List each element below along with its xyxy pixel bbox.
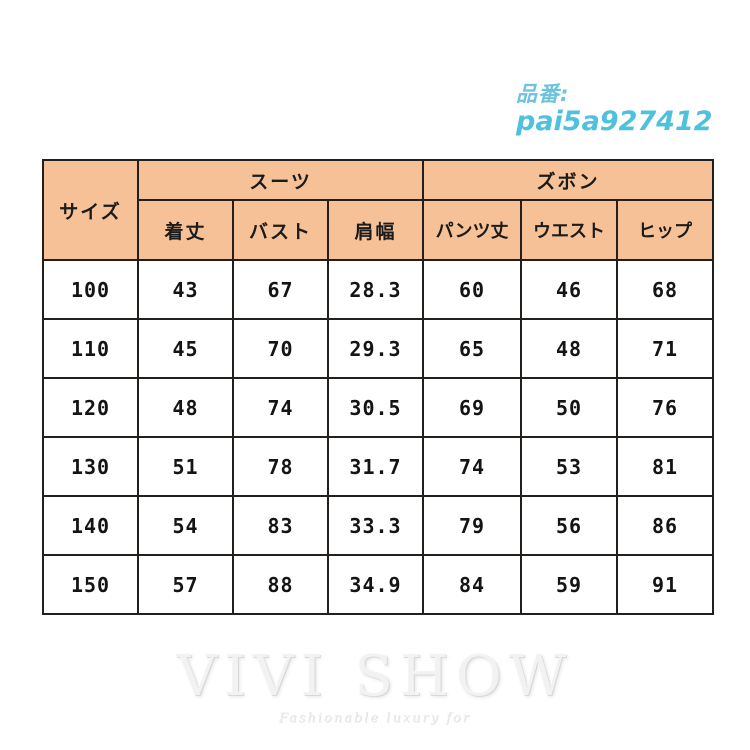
table-header-group-row: サイズ スーツ ズボン (42, 159, 715, 261)
cell-バスト: 83 (232, 495, 329, 556)
table-body: 100 43 67 28.3 60 46 68 110 45 70 29.3 65 48 71 120 48 7… (42, 259, 715, 615)
cell-ウエスト: 56 (520, 495, 619, 556)
cell-パンツ丈: 79 (422, 495, 523, 556)
cell-着丈: 54 (137, 495, 234, 556)
table-row: 130 51 78 31.7 74 53 81 (42, 436, 715, 497)
cell-バスト: 88 (232, 554, 329, 615)
table-row: 140 54 83 33.3 79 56 86 (42, 495, 715, 556)
header-waist: ウエスト (520, 199, 619, 261)
cell-size: 100 (42, 259, 139, 320)
product-code-label: 品番: (516, 82, 570, 106)
cell-ウエスト: 46 (520, 259, 619, 320)
table-row: 100 43 67 28.3 60 46 68 (42, 259, 715, 320)
cell-肩幅: 29.3 (326, 318, 425, 379)
header-group-suit: スーツ (136, 159, 425, 201)
table-header-sub-row: 着丈 バスト 肩幅 パンツ丈 ウエスト ヒップ (43, 199, 715, 261)
cell-バスト: 67 (232, 259, 329, 320)
watermark-tagline: Fashionable luxury for (278, 710, 472, 726)
cell-着丈: 43 (137, 259, 234, 320)
cell-着丈: 57 (137, 554, 234, 615)
cell-ヒップ: 91 (616, 554, 715, 615)
cell-着丈: 45 (137, 318, 234, 379)
cell-バスト: 78 (232, 436, 329, 497)
cell-ヒップ: 81 (616, 436, 715, 497)
header-jacket-length: 着丈 (137, 199, 234, 261)
cell-size: 130 (42, 436, 139, 497)
header-size: サイズ (42, 159, 139, 261)
table-row: 110 45 70 29.3 65 48 71 (42, 318, 715, 379)
header-pants-length: パンツ丈 (422, 199, 523, 261)
cell-ウエスト: 48 (520, 318, 619, 379)
size-table: サイズ スーツ ズボン 着丈 バスト 肩幅 パンツ丈 ウエスト ヒップ 100 4… (42, 159, 715, 615)
cell-着丈: 51 (137, 436, 234, 497)
cell-バスト: 74 (232, 377, 329, 438)
cell-着丈: 48 (137, 377, 234, 438)
size-chart: サイズ スーツ ズボン 着丈 バスト 肩幅 パンツ丈 ウエスト ヒップ 100 4… (42, 159, 715, 615)
cell-バスト: 70 (232, 318, 329, 379)
cell-ヒップ: 76 (616, 377, 715, 438)
cell-size: 140 (42, 495, 139, 556)
brand-watermark: VIVI SHOW Fashionable luxury for (0, 644, 750, 726)
table-row: 120 48 74 30.5 69 50 76 (42, 377, 715, 438)
cell-パンツ丈: 69 (422, 377, 523, 438)
cell-肩幅: 28.3 (326, 259, 425, 320)
cell-ウエスト: 50 (520, 377, 619, 438)
cell-size: 120 (42, 377, 139, 438)
cell-肩幅: 34.9 (326, 554, 425, 615)
cell-ヒップ: 68 (616, 259, 715, 320)
watermark-brand: VIVI SHOW (176, 644, 574, 709)
header-shoulder-width: 肩幅 (326, 199, 425, 261)
cell-パンツ丈: 74 (422, 436, 523, 497)
cell-パンツ丈: 60 (422, 259, 523, 320)
cell-肩幅: 30.5 (326, 377, 425, 438)
header-bust: バスト (232, 199, 329, 261)
cell-size: 150 (42, 554, 139, 615)
product-code-value: pai5a927412 (516, 106, 713, 137)
table-row: 150 57 88 34.9 84 59 91 (42, 554, 715, 615)
cell-ウエスト: 53 (520, 436, 619, 497)
cell-ウエスト: 59 (520, 554, 619, 615)
table-header: サイズ スーツ ズボン 着丈 バスト 肩幅 パンツ丈 ウエスト ヒップ (42, 159, 715, 261)
cell-size: 110 (42, 318, 139, 379)
cell-パンツ丈: 84 (422, 554, 523, 615)
header-group-pants: ズボン (422, 159, 715, 201)
cell-ヒップ: 71 (616, 318, 715, 379)
product-code-block: 品番: pai5a927412 (516, 82, 736, 137)
cell-肩幅: 31.7 (326, 436, 425, 497)
cell-肩幅: 33.3 (326, 495, 425, 556)
cell-ヒップ: 86 (616, 495, 715, 556)
cell-パンツ丈: 65 (422, 318, 523, 379)
header-hip: ヒップ (616, 199, 715, 261)
